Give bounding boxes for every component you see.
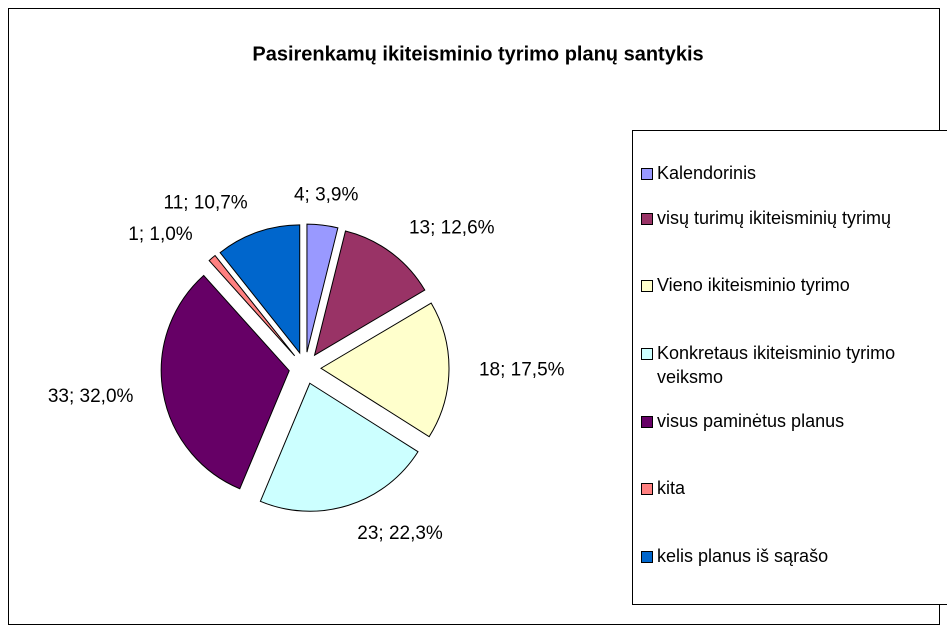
legend: Kalendorinis visų turimų ikiteisminių tyr… — [632, 130, 947, 605]
pie-slice — [160, 274, 290, 490]
pie-slice — [306, 223, 339, 353]
legend-entry: Kalendorinis — [641, 161, 947, 185]
data-label: 18; 17,5% — [479, 360, 565, 381]
legend-label: kelis planus iš sąrašo — [657, 546, 829, 566]
legend-entry: kelis planus iš sąrašo — [641, 544, 947, 568]
legend-label: Konkretaus ikiteisminio tyrimo veiksmo — [657, 343, 896, 387]
pie-slice — [219, 224, 301, 355]
pie-slice — [259, 382, 419, 512]
legend-label: kita — [657, 478, 686, 498]
legend-label: Kalendorinis — [657, 163, 757, 183]
pie-slice — [320, 302, 450, 438]
legend-label: visų turimų ikiteisminių tyrimų — [657, 208, 892, 228]
legend-entry: visus paminėtus planus — [641, 409, 947, 433]
data-label: 23; 22,3% — [357, 523, 443, 544]
legend-entry: visų turimų ikiteisminių tyrimų — [641, 206, 947, 230]
pie-slice — [208, 254, 296, 357]
legend-swatch — [641, 168, 653, 180]
legend-swatch — [641, 213, 653, 225]
pie-slice — [313, 230, 426, 357]
legend-entry: kita — [641, 476, 947, 500]
legend-entry: Vieno ikiteisminio tyrimo — [641, 273, 947, 297]
data-label: 33; 32,0% — [48, 386, 134, 407]
chart-title: Pasirenkamų ikiteisminio tyrimo planų sa… — [252, 43, 703, 65]
legend-label: Vieno ikiteisminio tyrimo — [657, 275, 850, 295]
data-label: 1; 1,0% — [128, 224, 193, 245]
legend-label: visus paminėtus planus — [657, 411, 845, 431]
legend-swatch — [641, 280, 653, 292]
data-label: 11; 10,7% — [164, 193, 248, 214]
legend-entry: Konkretaus ikiteisminio tyrimo veiksmo — [641, 341, 947, 389]
legend-swatch — [641, 416, 653, 428]
legend-swatch — [641, 348, 653, 360]
data-label: 4; 3,9% — [294, 184, 359, 205]
data-label: 13; 12,6% — [409, 218, 495, 239]
legend-swatch — [641, 551, 653, 563]
legend-swatch — [641, 483, 653, 495]
